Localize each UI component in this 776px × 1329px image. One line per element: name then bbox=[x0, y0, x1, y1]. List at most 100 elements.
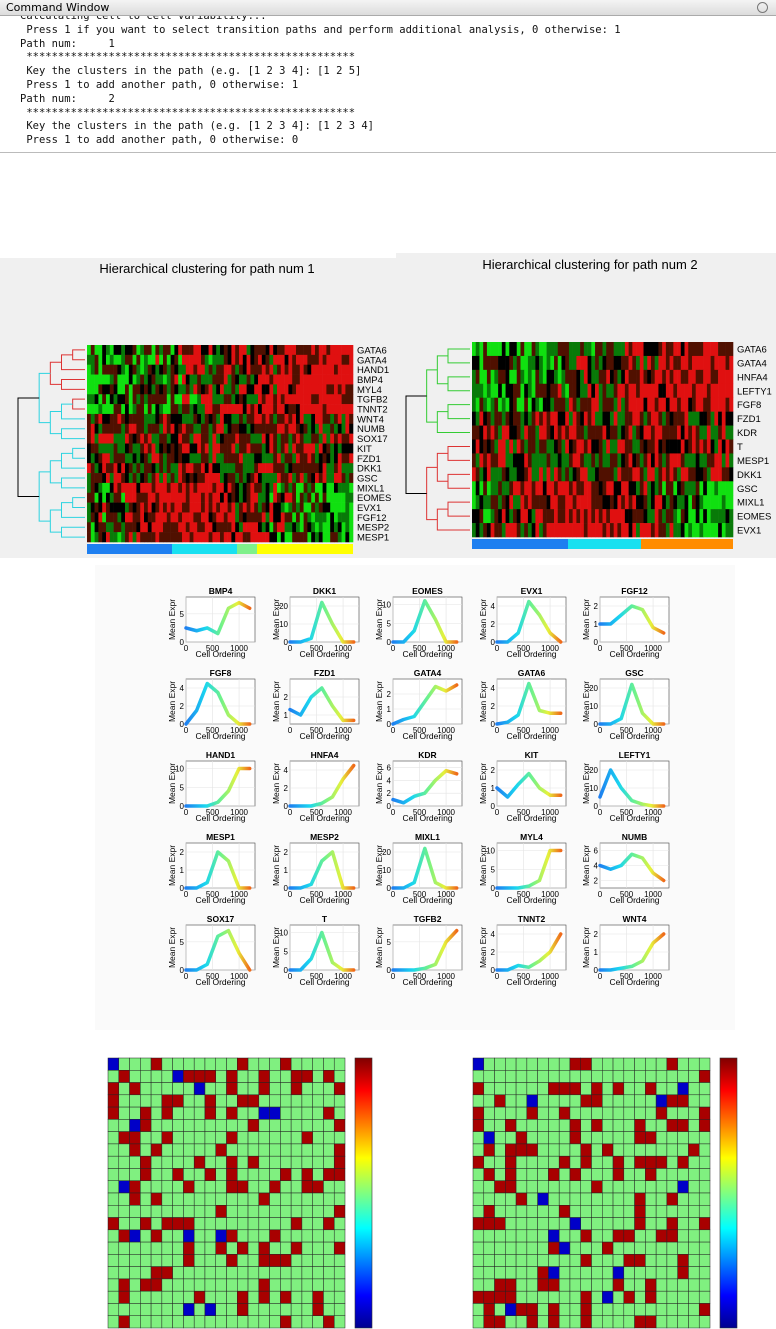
heatmap-cell bbox=[520, 523, 525, 538]
heatmap-cell bbox=[254, 413, 259, 425]
matrix-cell bbox=[312, 1119, 324, 1132]
heatmap-cell bbox=[606, 453, 611, 468]
heatmap-cell bbox=[609, 411, 614, 426]
matrix-cell bbox=[204, 1290, 216, 1304]
matrix-cell bbox=[515, 1254, 528, 1267]
heatmap-cell bbox=[193, 512, 198, 523]
matrix-cell bbox=[150, 1315, 163, 1329]
heatmap-cell bbox=[117, 433, 122, 444]
matrix-cell bbox=[183, 1180, 195, 1194]
matrix-cell bbox=[172, 1303, 184, 1316]
heatmap-cell bbox=[254, 374, 259, 385]
heatmap-cell bbox=[87, 443, 92, 454]
menu-button[interactable] bbox=[757, 2, 768, 13]
heatmap-cell bbox=[598, 467, 603, 482]
matrix-cell bbox=[483, 1106, 495, 1120]
heatmap-cell bbox=[311, 532, 316, 543]
matrix-cell bbox=[623, 1205, 635, 1218]
heatmap-cell bbox=[204, 394, 209, 405]
heatmap-cell bbox=[703, 411, 708, 426]
x-tick-label: 0 bbox=[598, 972, 603, 981]
matrix-cell bbox=[612, 1082, 625, 1096]
matrix-cell bbox=[280, 1070, 292, 1083]
heatmap-cell bbox=[509, 342, 514, 357]
heatmap-cell bbox=[546, 355, 551, 371]
heatmap-cell bbox=[303, 364, 308, 375]
heatmap-cell bbox=[531, 481, 536, 496]
heatmap-cell bbox=[322, 443, 327, 454]
heatmap-cell bbox=[330, 463, 335, 474]
heatmap-cell bbox=[330, 453, 335, 464]
matrix-cell bbox=[505, 1082, 517, 1096]
heatmap-cell bbox=[117, 404, 122, 415]
heatmap-cell bbox=[155, 492, 160, 503]
heatmap-cell bbox=[284, 354, 289, 365]
matrix-cell bbox=[161, 1278, 173, 1292]
matrix-cell bbox=[269, 1205, 281, 1218]
heatmap-cell bbox=[98, 345, 103, 356]
heatmap-cell bbox=[334, 443, 339, 454]
y-tick-label: 10 bbox=[279, 620, 288, 629]
heatmap-cell bbox=[311, 404, 316, 415]
matrix-cell bbox=[655, 1241, 668, 1255]
heatmap-cell bbox=[673, 383, 678, 399]
matrix-cell bbox=[472, 1266, 485, 1280]
heatmap-cell bbox=[643, 453, 648, 468]
heatmap-cell bbox=[322, 433, 327, 444]
matrix-cell bbox=[269, 1106, 281, 1120]
matrix-cell bbox=[323, 1119, 335, 1132]
matrix-cell bbox=[526, 1168, 538, 1181]
x-tick-label: 500 bbox=[517, 972, 531, 981]
heatmap-cell bbox=[292, 413, 297, 425]
heatmap-cell bbox=[654, 411, 659, 426]
heatmap-cell bbox=[546, 467, 551, 482]
heatmap-cell bbox=[166, 512, 171, 523]
heatmap-cell bbox=[349, 404, 354, 415]
matrix-cell bbox=[677, 1229, 689, 1243]
heatmap-cell bbox=[636, 523, 641, 538]
heatmap-cell bbox=[654, 342, 659, 357]
heatmap-cell bbox=[303, 492, 308, 503]
heatmap-cell bbox=[498, 467, 503, 482]
heatmap-cell bbox=[505, 439, 510, 454]
heatmap-cell bbox=[303, 463, 308, 474]
heatmap-cell bbox=[197, 364, 202, 375]
heatmap-cell bbox=[721, 439, 726, 454]
matrix-cell bbox=[677, 1192, 689, 1206]
heatmap-cell bbox=[261, 394, 266, 405]
heatmap-cell bbox=[565, 411, 570, 426]
heatmap-cell bbox=[204, 404, 209, 415]
heatmap-cell bbox=[117, 453, 122, 464]
heatmap-cell bbox=[136, 404, 141, 415]
heatmap-cell bbox=[554, 369, 559, 385]
heatmap-cell bbox=[606, 342, 611, 357]
heatmap-cell bbox=[322, 473, 327, 484]
x-tick-label: 500 bbox=[620, 644, 634, 653]
heatmap-cell bbox=[201, 374, 206, 385]
x-tick-label: 500 bbox=[310, 726, 324, 735]
matrix-cell bbox=[677, 1241, 689, 1255]
matrix-cell bbox=[698, 1094, 711, 1108]
heatmap-cell bbox=[568, 439, 573, 454]
heatmap-cell bbox=[725, 397, 730, 412]
heatmap-cell bbox=[539, 355, 544, 371]
heatmap-cell bbox=[531, 397, 536, 412]
heatmap-cell bbox=[513, 495, 518, 510]
matrix-cell bbox=[323, 1131, 335, 1145]
y-tick-label: 2 bbox=[594, 602, 599, 611]
x-tick-label: 500 bbox=[517, 890, 531, 899]
matrix-cell bbox=[301, 1155, 313, 1169]
expression-curve bbox=[184, 928, 252, 972]
gene-label: GSC bbox=[357, 473, 378, 484]
heatmap-cell bbox=[524, 481, 529, 496]
heatmap-cell bbox=[535, 383, 540, 399]
heatmap-cell bbox=[542, 369, 547, 385]
matrix-cell bbox=[602, 1070, 614, 1083]
heatmap-cell bbox=[220, 384, 225, 395]
heatmap-cell bbox=[606, 523, 611, 538]
matrix-cell bbox=[129, 1119, 141, 1132]
figure-title: Hierarchical clustering for path num 2 bbox=[482, 257, 697, 272]
heatmap-cell bbox=[572, 467, 577, 482]
heatmap-cell bbox=[688, 523, 693, 538]
heatmap-cell bbox=[520, 355, 525, 371]
